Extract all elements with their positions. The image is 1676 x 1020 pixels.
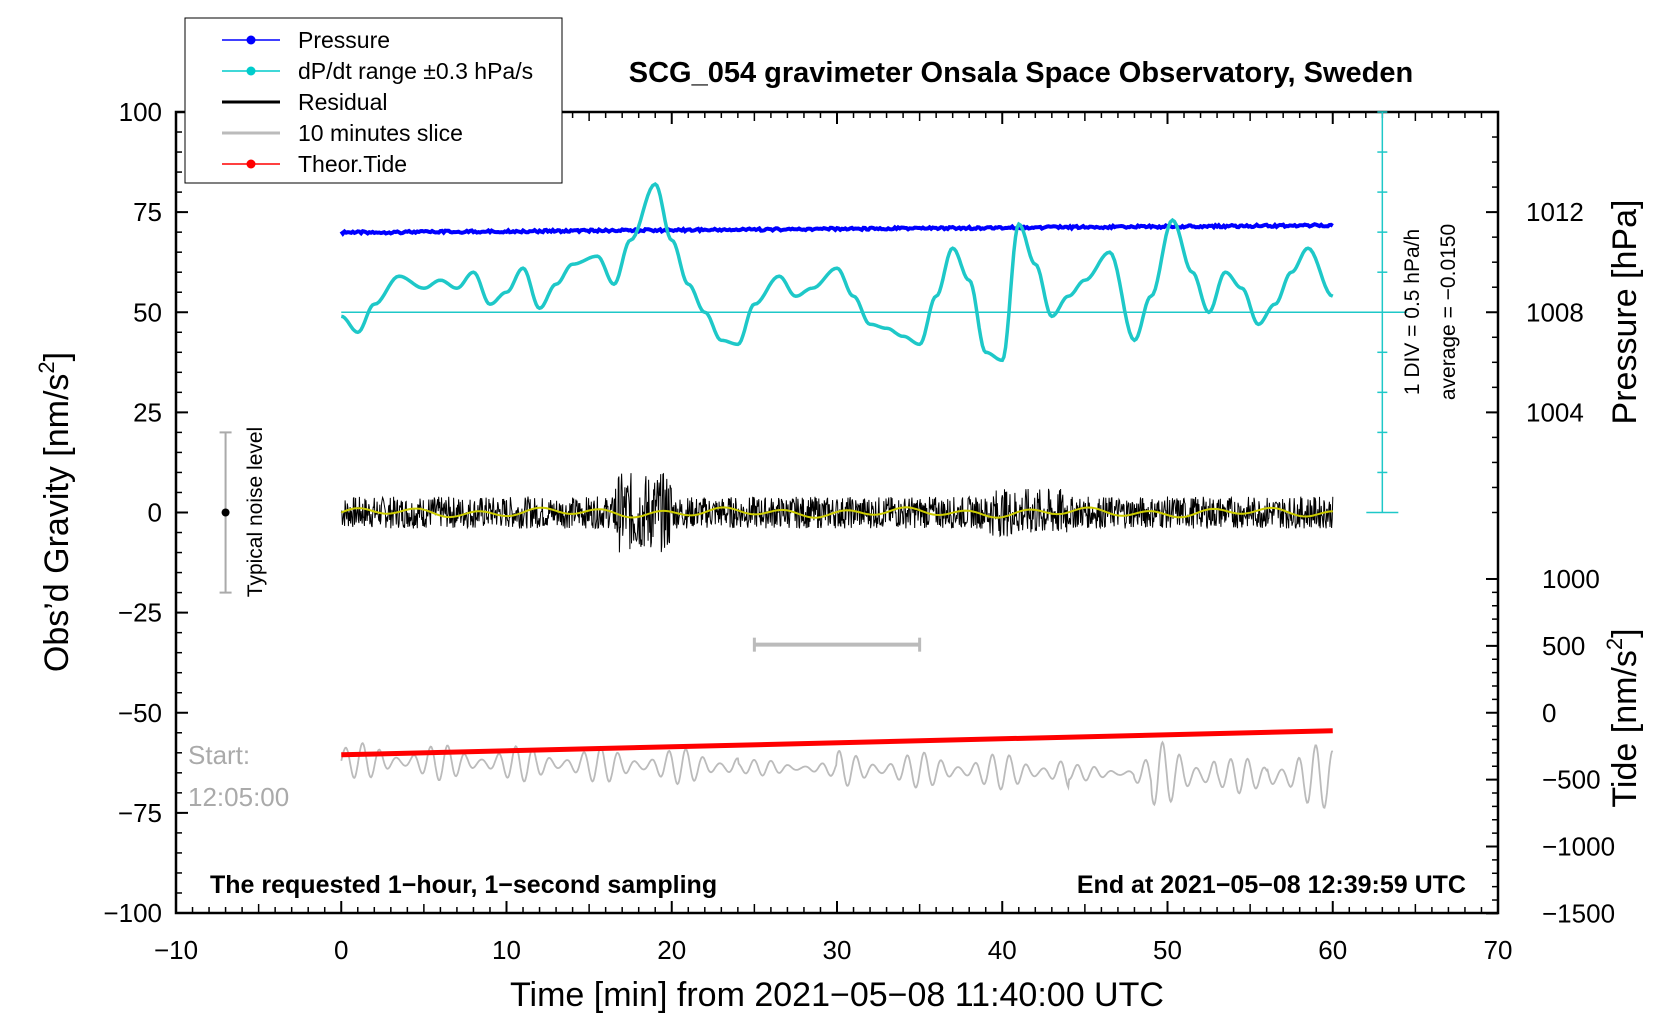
- residual-smoothed-line: [340, 506, 1333, 519]
- tide-tick-label: 1000: [1542, 564, 1600, 594]
- residual-series-line: [340, 472, 1334, 553]
- noise-bar-dot: [221, 508, 230, 517]
- y-tick-label: −100: [103, 898, 162, 928]
- legend-label: Residual: [298, 89, 388, 115]
- annotations: [219, 431, 922, 652]
- y-tick-label: 100: [119, 97, 162, 127]
- tide-series-line: [341, 728, 1333, 758]
- x-axis-label: Time [min] from 2021−05−08 11:40:00 UTC: [510, 976, 1164, 1014]
- data-series: [339, 111, 1408, 809]
- x-tick-label: 20: [657, 935, 686, 965]
- legend-label: Pressure: [298, 27, 390, 53]
- x-tick-label: 30: [823, 935, 852, 965]
- scale-avg-label: average = −0.0150: [1437, 224, 1460, 400]
- pressure-series-line: [339, 222, 1334, 237]
- x-tick-label: 50: [1153, 935, 1182, 965]
- y-axis-label: Obs’d Gravity [nm/s2]: [34, 352, 76, 672]
- x-tick-label: −10: [154, 935, 198, 965]
- pressure-axis-label: Pressure [hPa]: [1606, 200, 1644, 425]
- legend-label: 10 minutes slice: [298, 120, 463, 146]
- y-axis-label-sup: 2: [34, 361, 59, 373]
- noise-level-label: Typical noise level: [244, 427, 267, 597]
- legend-marker: [246, 66, 256, 76]
- y-tick-label: 0: [148, 498, 162, 528]
- pressure-tick-label: 1004: [1526, 397, 1584, 427]
- tide-tick-label: −1500: [1542, 898, 1615, 928]
- start-label: Start:: [188, 740, 250, 770]
- y-axis-label-main: Obs’d Gravity [nm/s: [38, 374, 76, 673]
- start-time: 12:05:00: [188, 782, 289, 812]
- tide-tick-label: 500: [1542, 631, 1585, 661]
- footer-left-label: The requested 1−hour, 1−second sampling: [210, 871, 717, 899]
- legend-marker: [246, 35, 256, 45]
- scale-div-label: 1 DIV = 0.5 hPa/h: [1401, 229, 1424, 395]
- x-tick-label: 40: [988, 935, 1017, 965]
- tide-tick-label: −500: [1542, 765, 1601, 795]
- y-tick-label: 50: [133, 297, 162, 327]
- dpdt-series-line: [340, 181, 1334, 363]
- legend: Pressure dP/dt range ±0.3 hPa/s Residual 10…: [184, 17, 563, 184]
- y-tick-label: 75: [133, 197, 162, 227]
- y-axis-label-end: ]: [38, 352, 76, 361]
- y-tick-label: −50: [118, 698, 162, 728]
- slice-series-line: [340, 740, 1334, 809]
- tide-axis-label: Tide [nm/s2]: [1602, 628, 1644, 807]
- x-tick-label: 70: [1484, 935, 1513, 965]
- tide-axis-label-main: Tide [nm/s: [1606, 650, 1644, 807]
- footer-right-label: End at 2021−05−08 12:39:59 UTC: [1077, 871, 1466, 899]
- tide-tick-label: 0: [1542, 698, 1556, 728]
- x-tick-label: 60: [1318, 935, 1347, 965]
- x-tick-label: 10: [492, 935, 521, 965]
- legend-marker: [246, 159, 256, 169]
- y-tick-label: −25: [118, 598, 162, 628]
- chart-title: SCG_054 gravimeter Onsala Space Observat…: [629, 57, 1413, 89]
- tide-axis-label-sup: 2: [1602, 638, 1627, 650]
- pressure-tick-label: 1012: [1526, 197, 1584, 227]
- tide-tick-label: −1000: [1542, 832, 1615, 862]
- x-tick-label: 0: [334, 935, 348, 965]
- pressure-tick-label: 1008: [1526, 297, 1584, 327]
- legend-label: Theor.Tide: [298, 151, 407, 177]
- legend-label: dP/dt range ±0.3 hPa/s: [298, 58, 533, 84]
- y-tick-label: 25: [133, 397, 162, 427]
- axis-ticks: −10 0 10 20 30 40 50 60 701007550250−25−50−75−10…: [103, 97, 1615, 965]
- tide-axis-label-end: ]: [1606, 628, 1644, 637]
- y-tick-label: −75: [118, 798, 162, 828]
